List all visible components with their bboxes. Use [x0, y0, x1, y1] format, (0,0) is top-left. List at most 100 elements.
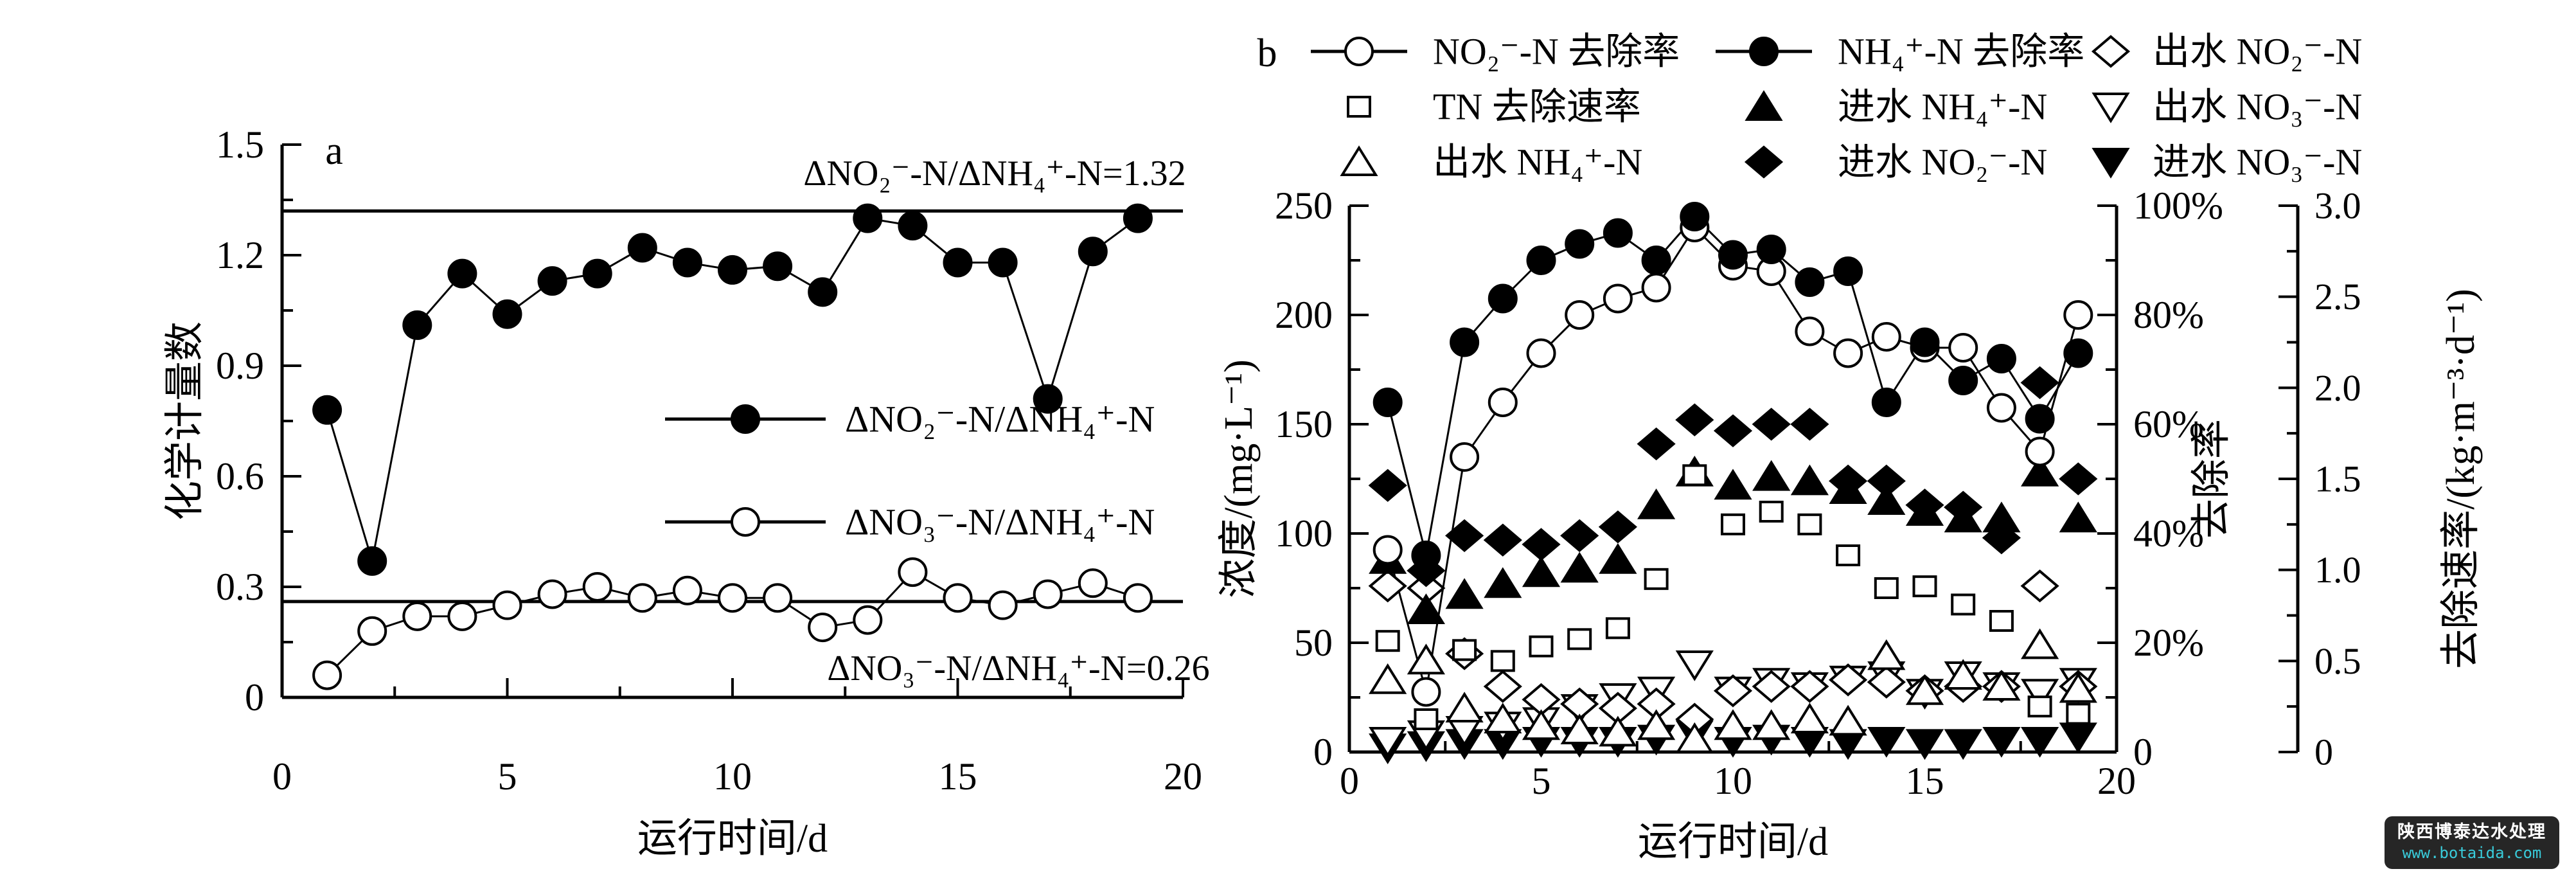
panel-a-point [582, 572, 612, 602]
panel-a-legend: ΔNO₂⁻-N/ΔNH₄⁺-N ΔNO₃⁻-N/ΔNH₄⁺-N [665, 399, 1155, 543]
panel-b-removal-tick-label: 60% [2133, 403, 2204, 445]
panel-b-point [1368, 469, 1407, 502]
panel-b-point [2027, 695, 2052, 718]
panel-a-point [402, 601, 432, 631]
panel-b-axes: 050100150200250020%40%60%80%100%00.51.01… [1275, 184, 2361, 802]
panel-a-point [1078, 568, 1108, 598]
panel-a-point [492, 299, 522, 329]
panel-b-point [1641, 246, 1671, 275]
panel-b-left-tick-label: 100 [1275, 512, 1333, 555]
panel-a-point [1123, 583, 1153, 613]
panel-b-point [1375, 630, 1400, 652]
panel-b-removal-tick-label: 20% [2133, 622, 2204, 664]
panel-a-point [853, 203, 883, 233]
panel-b-rate-tick-label: 1.5 [2314, 458, 2361, 500]
panel-a-point [943, 583, 973, 613]
panel-a-point [672, 575, 702, 605]
panel-b-point [1752, 460, 1791, 491]
panel-b-point [1713, 414, 1753, 447]
panel-b-point [2059, 462, 2098, 496]
panel-b-series-0 [1372, 213, 2093, 707]
panel-b-point [1867, 727, 1906, 758]
panel-b-point [1675, 403, 1714, 436]
panel-b-point [1790, 408, 1829, 441]
panel-b-removal-tick-label: 100% [2133, 184, 2223, 227]
panel-a-point [312, 395, 342, 425]
panel-b-point [1445, 519, 1484, 553]
panel-b-point [1905, 729, 1944, 760]
panel-b-point [1407, 643, 1445, 675]
panel-a-ytick-label: 0.6 [216, 455, 264, 497]
panel-a-series-1 [312, 557, 1153, 690]
panel-b-point [1565, 229, 1595, 259]
panel-b-xtick-label: 20 [2097, 760, 2136, 802]
panel-b-point [1752, 709, 1791, 740]
panel-b-point [1797, 513, 1822, 535]
panel-a-point [627, 583, 657, 613]
panel-b-point [1605, 617, 1630, 640]
panel-b-legend-label-5: 进水 NO₂⁻-N [1838, 141, 2047, 183]
panel-b-legend-label-7: 出水 NO₃⁻-N [2153, 86, 2362, 128]
panel-b-legend: b NO₂⁻-N 去除率 NH₄⁺-N 去除率 出水 NO₂⁻-NTN 去除速率 进水 … [1257, 31, 2363, 183]
panel-a-y-axis-title: 化学计量数 [163, 321, 207, 521]
annotation-ratio-no2: ΔNO₂⁻-N/ΔNH₄⁺-N=1.32 [803, 154, 1186, 193]
panel-b-point [1565, 300, 1595, 330]
panel-b-removal-tick-label: 40% [2133, 512, 2204, 555]
panel-b-point [1752, 670, 1791, 703]
panel-b-point [1414, 708, 1439, 730]
panel-b-series-2 [1375, 464, 2091, 730]
panel-a-point [898, 211, 928, 241]
panel-b-legend-marker-5 [1744, 145, 1784, 179]
panel-b-point [1450, 327, 1480, 357]
panel-b-point [1874, 577, 1899, 599]
panel-b-point [1560, 551, 1599, 583]
panel-b-xtick-label: 15 [1906, 760, 1944, 802]
panel-b-point [1986, 344, 2016, 373]
panel-b: 050100150200250020%40%60%80%100%00.51.01… [1217, 31, 2483, 865]
panel-a-legend-label-1: ΔNO₃⁻-N/ΔNH₄⁺-N [845, 501, 1155, 543]
panel-b-point [2021, 727, 2059, 758]
panel-a-x-axis-title: 运行时间/d [637, 817, 828, 861]
panel-b-legend-marker-6 [2091, 35, 2131, 68]
panel-b-point [1407, 593, 1445, 624]
watermark-url-link[interactable]: www.botaida.com [2402, 844, 2542, 862]
panel-b-point [1675, 722, 1714, 753]
panel-a-point [808, 613, 838, 643]
panel-b-legend-marker-8 [2092, 148, 2130, 179]
panel-b-point [1452, 639, 1477, 661]
panel-b-series-4 [1369, 628, 2097, 753]
panel-b-removal-tick-label: 0 [2133, 731, 2153, 773]
panel-b-point [1948, 366, 1978, 395]
panel-b-point [1944, 729, 1982, 760]
panel-b-point [1714, 709, 1752, 740]
panel-b-rate-tick-label: 2.0 [2314, 367, 2361, 409]
panel-a-xtick-label: 15 [939, 755, 977, 798]
panel-b-legend-label-0: NO₂⁻-N 去除率 [1433, 31, 1680, 73]
panel-a-xtick-label: 5 [498, 755, 517, 798]
panel-b-rate-axis-title: 去除速率/(kg·m⁻³·d⁻¹) [2439, 289, 2483, 669]
panel-b-legend-marker-0 [1344, 37, 1374, 66]
panel-b-point [1598, 510, 1637, 544]
panel-b-point [2059, 501, 2097, 533]
panel-b-point [1944, 501, 1982, 533]
panel-a-point [853, 605, 883, 635]
panel-b-legend-label-2: TN 去除速率 [1433, 86, 1641, 128]
panel-b-left-tick-label: 200 [1275, 294, 1333, 336]
panel-b-point [1713, 674, 1753, 708]
panel-b-point [2059, 722, 2097, 753]
panel-b-xtick-label: 10 [1714, 760, 1752, 802]
panel-b-point [1637, 709, 1676, 740]
panel-b-point [1369, 663, 1407, 694]
panel-b-point [1488, 283, 1518, 314]
watermark: 陕西博泰达水处理 www.botaida.com [2385, 816, 2559, 869]
panel-b-point [1829, 473, 1867, 504]
panel-a-point [988, 590, 1018, 620]
panel-b-point [1644, 568, 1669, 590]
panel-b-removal-axis-title: 去除率 [2190, 419, 2234, 539]
panel-a-ytick-label: 1.5 [216, 123, 264, 166]
panel-b-point [1560, 519, 1599, 553]
panel-b-point [2020, 569, 2059, 603]
panel-b-point [1912, 575, 1937, 598]
